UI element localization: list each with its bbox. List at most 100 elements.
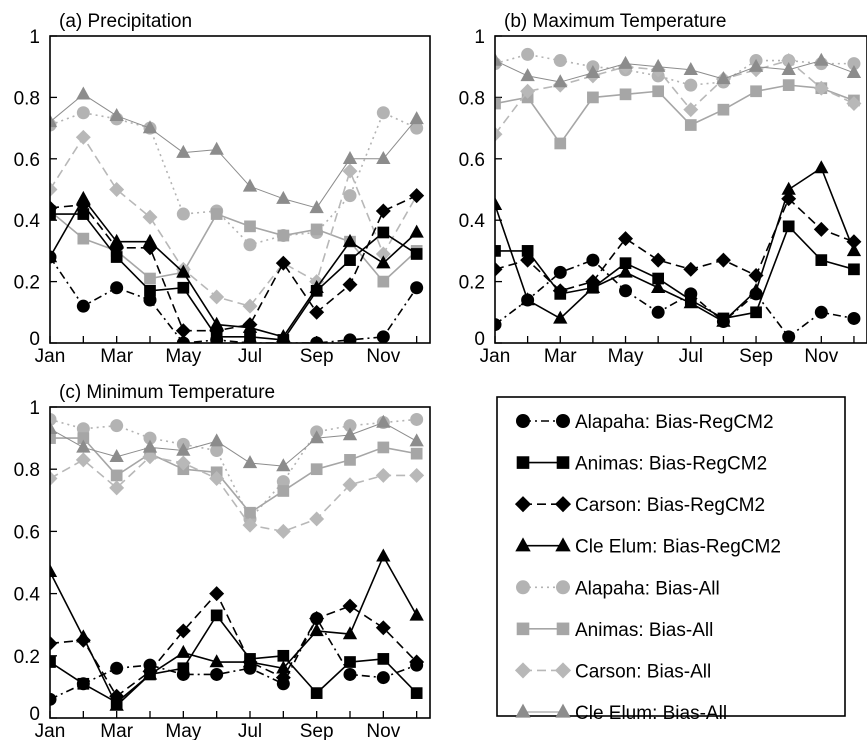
x-tick-label: Jul — [238, 721, 262, 740]
series-line — [50, 256, 418, 343]
series-line — [50, 617, 417, 701]
legend-marker — [556, 622, 570, 636]
data-point — [651, 279, 666, 293]
data-point — [748, 58, 764, 72]
data-point — [77, 432, 90, 444]
data-point — [342, 477, 358, 493]
data-point — [242, 654, 258, 668]
series-line — [50, 213, 418, 341]
chart-title: (b) Maximum Temperature — [504, 11, 726, 32]
data-point — [342, 277, 358, 293]
y-tick-label: 1 — [29, 398, 40, 419]
series-line — [50, 136, 418, 307]
data-point — [650, 252, 666, 268]
data-point — [410, 687, 423, 699]
data-point — [110, 661, 124, 675]
chart-title: (a) Precipitation — [59, 11, 192, 32]
data-point — [76, 629, 91, 643]
data-point — [409, 224, 424, 238]
data-point — [552, 283, 568, 299]
data-point — [376, 671, 390, 685]
data-point — [143, 293, 157, 307]
y-tick-label: 0.6 — [459, 150, 485, 171]
data-point — [410, 447, 423, 460]
data-point — [781, 53, 797, 69]
data-point — [651, 58, 666, 72]
data-point — [409, 433, 424, 447]
x-tick-label: Jul — [679, 346, 703, 367]
data-point — [209, 316, 224, 330]
data-point — [275, 523, 291, 539]
series-line — [495, 60, 855, 83]
data-point — [50, 200, 58, 216]
data-point — [748, 267, 764, 283]
data-point — [109, 233, 124, 247]
data-point — [50, 564, 58, 578]
y-tick-label: 0 — [29, 329, 40, 350]
x-tick-label: Jan — [480, 346, 511, 367]
data-point — [209, 141, 224, 155]
data-point — [76, 299, 90, 313]
x-tick-label: Sep — [300, 721, 334, 740]
data-point — [175, 323, 191, 339]
data-point — [342, 626, 358, 640]
data-point — [76, 422, 90, 436]
data-point — [342, 163, 358, 179]
data-point — [814, 52, 829, 66]
series-line — [50, 455, 417, 533]
data-point — [587, 91, 599, 104]
data-point — [782, 330, 796, 343]
data-point — [209, 654, 224, 668]
data-point — [210, 667, 224, 681]
data-point — [77, 232, 90, 245]
data-point — [142, 209, 158, 225]
legend-marker — [556, 456, 570, 469]
chart-title: (c) Minimum Temperature — [59, 382, 275, 403]
x-tick-label: Nov — [366, 721, 400, 740]
y-tick-label: 0.6 — [14, 150, 40, 171]
data-point — [176, 264, 191, 278]
data-point — [585, 65, 601, 79]
data-point — [375, 620, 391, 636]
y-tick-label: 0.2 — [459, 273, 485, 294]
legend-label: Cle Elum: Bias-All — [575, 703, 727, 724]
series-group — [50, 412, 425, 711]
series-group — [50, 86, 425, 343]
data-point — [109, 697, 124, 711]
data-point — [342, 598, 358, 614]
x-tick-label: Mar — [100, 346, 133, 367]
data-point — [176, 144, 191, 158]
data-point — [109, 448, 124, 462]
data-point — [75, 129, 91, 145]
data-point — [144, 284, 156, 297]
data-point — [376, 548, 391, 562]
data-point — [176, 644, 191, 658]
plot-frame — [49, 406, 431, 719]
y-tick-label: 1 — [474, 27, 485, 48]
data-point — [50, 635, 58, 651]
y-tick-label: 0.4 — [14, 211, 41, 232]
data-point — [276, 190, 291, 204]
data-point — [110, 469, 123, 482]
data-point — [715, 252, 731, 268]
series-line — [50, 194, 418, 332]
data-point — [50, 208, 56, 220]
data-point — [142, 449, 158, 465]
x-tick-label: Mar — [100, 721, 133, 740]
data-point — [176, 336, 190, 343]
data-point — [683, 261, 699, 277]
data-point — [144, 272, 156, 285]
legend-marker — [515, 537, 531, 552]
data-point — [209, 289, 225, 305]
data-point — [846, 65, 862, 79]
data-point — [310, 336, 324, 343]
data-point — [275, 670, 291, 686]
data-point — [342, 427, 358, 441]
data-point — [309, 611, 325, 626]
data-point — [210, 208, 223, 220]
data-point — [781, 181, 796, 195]
data-point — [846, 234, 862, 250]
x-tick-label: Mar — [544, 346, 577, 367]
data-point — [750, 306, 762, 319]
